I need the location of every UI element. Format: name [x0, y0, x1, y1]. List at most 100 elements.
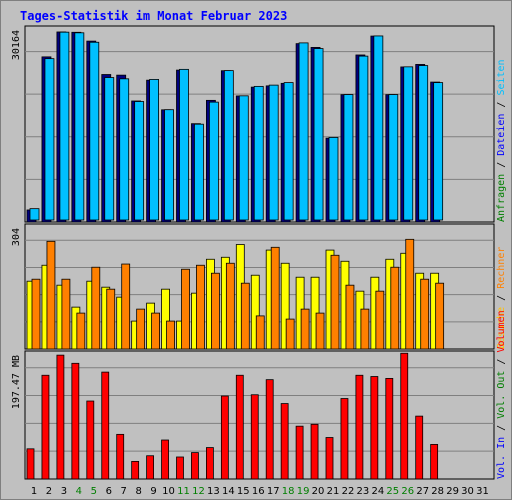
right-label-part: Seiten — [496, 59, 507, 95]
bar-sites-day-5 — [91, 266, 101, 350]
y-tick-label-bottom: 197.47 MB — [11, 355, 22, 409]
x-tick-label-day-12: 12 — [192, 486, 205, 497]
bar-sites-day-22 — [345, 284, 355, 350]
bar-files-day-7 — [119, 78, 130, 221]
bar-sites-day-16 — [255, 315, 265, 350]
x-tick-label-day-18: 18 — [282, 486, 295, 497]
bar-sites-day-15 — [240, 282, 250, 350]
bar-sites-day-21 — [330, 254, 340, 350]
bar-files-day-5 — [89, 41, 100, 221]
bar-files-day-26 — [403, 66, 414, 221]
bar-sites-day-3 — [61, 278, 71, 350]
right-label-part: / — [496, 156, 507, 174]
bar-kbytes-day-12 — [191, 452, 199, 480]
x-tick-label-day-22: 22 — [342, 486, 355, 497]
x-tick-label-day-23: 23 — [357, 486, 370, 497]
x-tick-label-day-24: 24 — [371, 486, 384, 497]
bar-files-day-11 — [179, 68, 189, 221]
right-label-part: / — [496, 289, 507, 307]
bar-files-day-2 — [44, 58, 55, 221]
x-tick-label-day-3: 3 — [61, 486, 67, 497]
x-tick-label-day-10: 10 — [162, 486, 175, 497]
x-tick-label-day-4: 4 — [76, 486, 82, 497]
bar-kbytes-day-17 — [265, 379, 274, 480]
bar-kbytes-day-14 — [220, 395, 229, 480]
right-label-part: Anfragen — [496, 174, 507, 222]
x-tick-label-day-6: 6 — [106, 486, 112, 497]
x-tick-label-day-28: 28 — [431, 486, 444, 497]
bar-files-day-22 — [343, 94, 354, 221]
bar-files-day-27 — [418, 65, 429, 221]
bar-kbytes-day-19 — [295, 425, 304, 480]
right-label-part: / — [496, 96, 507, 114]
x-tick-label-day-31: 31 — [476, 486, 489, 497]
bar-sites-day-2 — [46, 240, 56, 350]
right-label-middle: Besuche / Rechner — [496, 247, 507, 349]
bar-files-day-12 — [194, 123, 204, 221]
bar-kbytes-day-3 — [56, 354, 65, 480]
bar-visits-day-10 — [161, 288, 170, 350]
x-tick-label-day-13: 13 — [207, 486, 220, 497]
bar-kbytes-day-18 — [280, 403, 289, 480]
bar-kbytes-day-26 — [400, 352, 409, 480]
x-tick-label-day-15: 15 — [237, 486, 250, 497]
bar-sites-day-7 — [121, 263, 131, 350]
right-label-part: Vol. Out — [496, 371, 507, 419]
bar-files-day-18 — [283, 82, 294, 221]
bar-kbytes-day-11 — [176, 456, 184, 480]
bar-files-day-28 — [433, 82, 444, 221]
x-tick-label-day-17: 17 — [267, 486, 280, 497]
bar-kbytes-day-7 — [116, 433, 125, 480]
bar-files-day-17 — [268, 84, 279, 221]
x-tick-label-day-2: 2 — [46, 486, 52, 497]
bar-files-day-23 — [358, 55, 369, 221]
bar-sites-day-11 — [181, 268, 190, 350]
right-label-part: Rechner — [496, 247, 507, 289]
bar-sites-day-1 — [31, 278, 41, 350]
bar-kbytes-day-25 — [385, 377, 394, 480]
bar-sites-day-27 — [420, 278, 430, 350]
bar-visits-day-16 — [250, 274, 260, 350]
x-tick-label-day-11: 11 — [177, 486, 190, 497]
bar-kbytes-day-24 — [370, 376, 379, 480]
bar-sites-day-13 — [210, 272, 220, 350]
x-tick-label-day-21: 21 — [327, 486, 340, 497]
bar-sites-day-17 — [270, 246, 280, 350]
bar-kbytes-day-10 — [161, 439, 169, 480]
bar-files-day-1 — [29, 208, 40, 221]
right-label-bottom: Vol. In / Vol. Out / Volumen — [496, 310, 507, 479]
bar-kbytes-day-16 — [250, 394, 259, 480]
bar-kbytes-day-15 — [235, 374, 244, 480]
bar-sites-day-8 — [136, 308, 146, 350]
x-tick-label-day-19: 19 — [297, 486, 310, 497]
bar-files-day-13 — [208, 101, 219, 221]
bar-sites-day-14 — [225, 262, 235, 350]
bar-files-day-24 — [373, 35, 384, 221]
bar-kbytes-day-23 — [355, 374, 364, 480]
bar-files-day-4 — [74, 32, 85, 221]
bar-sites-day-24 — [375, 290, 385, 350]
x-tick-label-day-14: 14 — [222, 486, 235, 497]
x-tick-label-day-25: 25 — [386, 486, 399, 497]
right-label-part: Dateien — [496, 114, 507, 156]
plot-area-bottom — [24, 350, 495, 480]
bar-files-day-9 — [149, 79, 160, 221]
bar-files-day-21 — [328, 137, 339, 221]
bar-sites-day-6 — [106, 288, 116, 350]
x-tick-label-day-30: 30 — [461, 486, 474, 497]
x-tick-label-day-9: 9 — [150, 486, 156, 497]
x-tick-label-day-20: 20 — [312, 486, 325, 497]
bar-files-day-8 — [134, 101, 145, 221]
bar-files-day-19 — [298, 42, 309, 221]
x-tick-label-day-8: 8 — [135, 486, 141, 497]
bar-kbytes-day-6 — [101, 371, 110, 480]
bar-kbytes-day-1 — [26, 448, 35, 480]
x-tick-label-day-5: 5 — [91, 486, 97, 497]
bar-kbytes-day-4 — [71, 362, 80, 480]
bar-sites-day-28 — [435, 282, 445, 350]
x-tick-label-day-1: 1 — [31, 486, 37, 497]
bar-sites-day-12 — [196, 264, 205, 350]
bar-files-day-20 — [313, 48, 324, 221]
bar-kbytes-day-28 — [430, 444, 439, 480]
